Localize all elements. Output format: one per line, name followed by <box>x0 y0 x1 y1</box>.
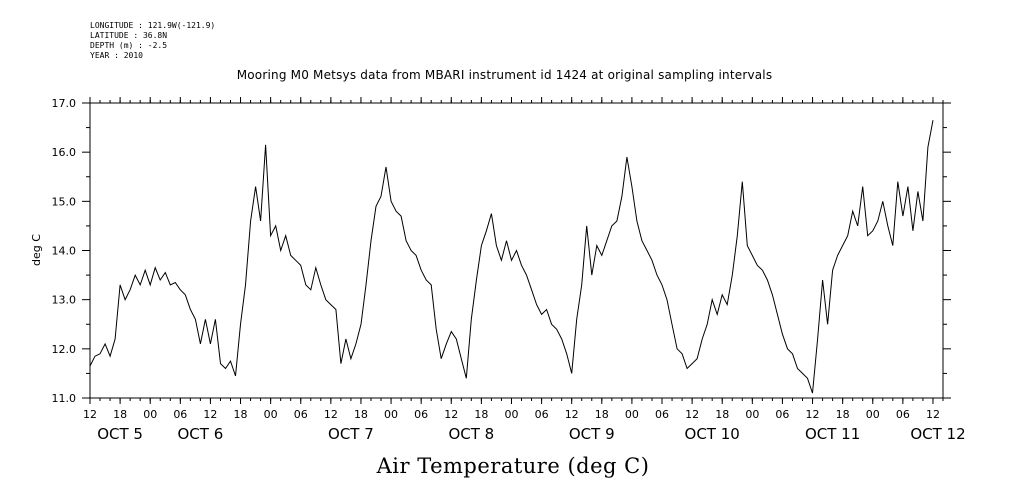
x-hour-tick-label: 06 <box>294 408 308 421</box>
x-day-label: OCT 10 <box>685 425 740 443</box>
x-hour-tick-label: 12 <box>83 408 97 421</box>
y-tick-label: 11.0 <box>52 392 77 405</box>
x-hour-tick-label: 12 <box>444 408 458 421</box>
x-hour-tick-label: 18 <box>113 408 127 421</box>
y-tick-label: 13.0 <box>52 294 77 307</box>
latitude-label: LATITUDE : 36.8N <box>90 31 168 40</box>
x-hour-tick-label: 06 <box>775 408 789 421</box>
x-day-labels: OCT 5 OCT 6 OCT 7 OCT 8 OCT 9 OCT 10 OCT 11 OCT… <box>97 425 965 443</box>
x-day-label: OCT 12 <box>910 425 965 443</box>
air-temperature-series <box>89 120 934 394</box>
y-tick-label: 14.0 <box>52 245 77 258</box>
x-day-label: OCT 11 <box>805 425 860 443</box>
x-hour-tick-label: 06 <box>173 408 187 421</box>
x-hour-tick-label: 00 <box>384 408 398 421</box>
y-tick-label: 15.0 <box>52 195 77 208</box>
x-day-label: OCT 6 <box>178 425 224 443</box>
x-hour-tick-label: 18 <box>836 408 850 421</box>
x-hour-tick-label: 18 <box>354 408 368 421</box>
year-label: YEAR : 2010 <box>90 51 143 60</box>
x-hour-tick-label: 12 <box>926 408 940 421</box>
x-hour-tick-label: 12 <box>324 408 338 421</box>
x-hour-tick-label: 12 <box>685 408 699 421</box>
y-tick-labels: 11.0 12.0 13.0 14.0 15.0 16.0 17.0 <box>52 97 77 405</box>
x-hour-tick-label: 06 <box>655 408 669 421</box>
x-hour-tick-label: 00 <box>143 408 157 421</box>
metadata-block: LONGITUDE : 121.9W(-121.9) LATITUDE : 36.… <box>90 21 215 61</box>
x-hour-tick-label: 06 <box>896 408 910 421</box>
x-hour-tick-label: 18 <box>715 408 729 421</box>
x-hour-tick-label: 12 <box>565 408 579 421</box>
x-day-label: OCT 9 <box>569 425 615 443</box>
x-hour-tick-label: 00 <box>625 408 639 421</box>
x-hour-tick-label: 18 <box>595 408 609 421</box>
x-hour-tick-label: 18 <box>474 408 488 421</box>
x-hour-tick-label: 00 <box>866 408 880 421</box>
x-hour-tick-label: 12 <box>203 408 217 421</box>
x-hour-tick-label: 18 <box>234 408 248 421</box>
y-tick-label: 12.0 <box>52 343 77 356</box>
depth-label: DEPTH (m) : -2.5 <box>90 41 168 50</box>
x-hour-labels: 12 18 00 06 12 18 00 06 12 18 00 06 12 18 00 06 12 18 00 06… <box>83 408 940 421</box>
axis-ticks <box>82 97 951 404</box>
x-day-label: OCT 8 <box>448 425 494 443</box>
chart-title: Mooring M0 Metsys data from MBARI instru… <box>236 68 773 82</box>
x-hour-tick-label: 06 <box>414 408 428 421</box>
y-tick-label: 17.0 <box>52 97 77 110</box>
x-day-label: OCT 5 <box>97 425 143 443</box>
x-day-label: OCT 7 <box>328 425 374 443</box>
x-hour-tick-label: 00 <box>745 408 759 421</box>
x-hour-tick-label: 00 <box>264 408 278 421</box>
x-axis-title: Air Temperature (deg C) <box>376 454 650 478</box>
x-hour-tick-label: 00 <box>504 408 518 421</box>
y-axis-label: deg C <box>30 234 43 266</box>
x-hour-tick-label: 06 <box>535 408 549 421</box>
y-tick-label: 16.0 <box>52 146 77 159</box>
longitude-label: LONGITUDE : 121.9W(-121.9) <box>90 21 216 30</box>
x-hour-tick-label: 12 <box>806 408 820 421</box>
